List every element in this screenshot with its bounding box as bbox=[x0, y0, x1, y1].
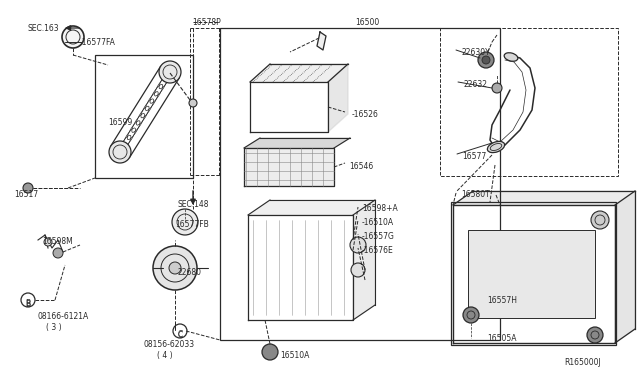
Text: 16577FB: 16577FB bbox=[175, 220, 209, 229]
Circle shape bbox=[23, 183, 33, 193]
Polygon shape bbox=[248, 200, 375, 215]
Text: 16505A: 16505A bbox=[487, 334, 516, 343]
Circle shape bbox=[159, 61, 181, 83]
Text: 16517: 16517 bbox=[14, 190, 38, 199]
Ellipse shape bbox=[488, 141, 504, 153]
Text: 16598M: 16598M bbox=[42, 237, 73, 246]
Text: 08156-62033: 08156-62033 bbox=[144, 340, 195, 349]
Text: 16598+A: 16598+A bbox=[362, 204, 397, 213]
Circle shape bbox=[463, 307, 479, 323]
Ellipse shape bbox=[504, 53, 518, 61]
Circle shape bbox=[44, 238, 52, 246]
Circle shape bbox=[587, 327, 603, 343]
Text: -16576E: -16576E bbox=[362, 246, 394, 255]
Text: 22632: 22632 bbox=[464, 80, 488, 89]
Text: SEC.148: SEC.148 bbox=[177, 200, 209, 209]
Text: 16578P: 16578P bbox=[192, 18, 221, 27]
Text: 16580T: 16580T bbox=[461, 190, 490, 199]
Polygon shape bbox=[353, 200, 375, 320]
Text: C: C bbox=[177, 330, 182, 340]
Text: ( 3 ): ( 3 ) bbox=[46, 323, 61, 332]
Polygon shape bbox=[317, 32, 326, 50]
Text: 16577: 16577 bbox=[462, 152, 486, 161]
Circle shape bbox=[172, 209, 198, 235]
Text: 22680: 22680 bbox=[178, 268, 202, 277]
Text: 22630Y: 22630Y bbox=[462, 48, 491, 57]
Circle shape bbox=[153, 246, 197, 290]
Bar bbox=[440, 28, 618, 176]
Circle shape bbox=[169, 262, 181, 274]
Text: B: B bbox=[26, 299, 31, 308]
Circle shape bbox=[262, 344, 278, 360]
Circle shape bbox=[478, 52, 494, 68]
Text: 16500: 16500 bbox=[355, 18, 380, 27]
Polygon shape bbox=[453, 191, 635, 205]
Text: -16510A: -16510A bbox=[362, 218, 394, 227]
Text: ( 4 ): ( 4 ) bbox=[157, 351, 173, 360]
Text: 16557H: 16557H bbox=[487, 296, 517, 305]
Text: 16599: 16599 bbox=[108, 118, 132, 127]
Text: -16526: -16526 bbox=[352, 110, 379, 119]
Text: -16557G: -16557G bbox=[362, 232, 395, 241]
Bar bbox=[220, 28, 500, 340]
Text: 16510A: 16510A bbox=[280, 351, 309, 360]
Circle shape bbox=[492, 83, 502, 93]
Text: C: C bbox=[177, 330, 182, 339]
Circle shape bbox=[591, 211, 609, 229]
Polygon shape bbox=[615, 191, 635, 343]
Circle shape bbox=[53, 248, 63, 258]
Circle shape bbox=[189, 99, 197, 107]
Bar bbox=[451, 202, 616, 345]
Text: 16546: 16546 bbox=[349, 162, 373, 171]
Circle shape bbox=[482, 56, 490, 64]
Polygon shape bbox=[244, 148, 334, 186]
Bar bbox=[95, 55, 193, 178]
Text: 08166-6121A: 08166-6121A bbox=[38, 312, 89, 321]
Circle shape bbox=[62, 26, 84, 48]
Text: B: B bbox=[26, 300, 31, 309]
Polygon shape bbox=[244, 138, 350, 148]
Bar bbox=[468, 230, 595, 318]
Text: SEC.163: SEC.163 bbox=[28, 24, 60, 33]
Polygon shape bbox=[328, 64, 348, 132]
Circle shape bbox=[351, 263, 365, 277]
Polygon shape bbox=[250, 64, 348, 82]
Text: -16577FA: -16577FA bbox=[80, 38, 116, 47]
Circle shape bbox=[350, 237, 366, 253]
Text: R165000J: R165000J bbox=[564, 358, 601, 367]
Circle shape bbox=[109, 141, 131, 163]
